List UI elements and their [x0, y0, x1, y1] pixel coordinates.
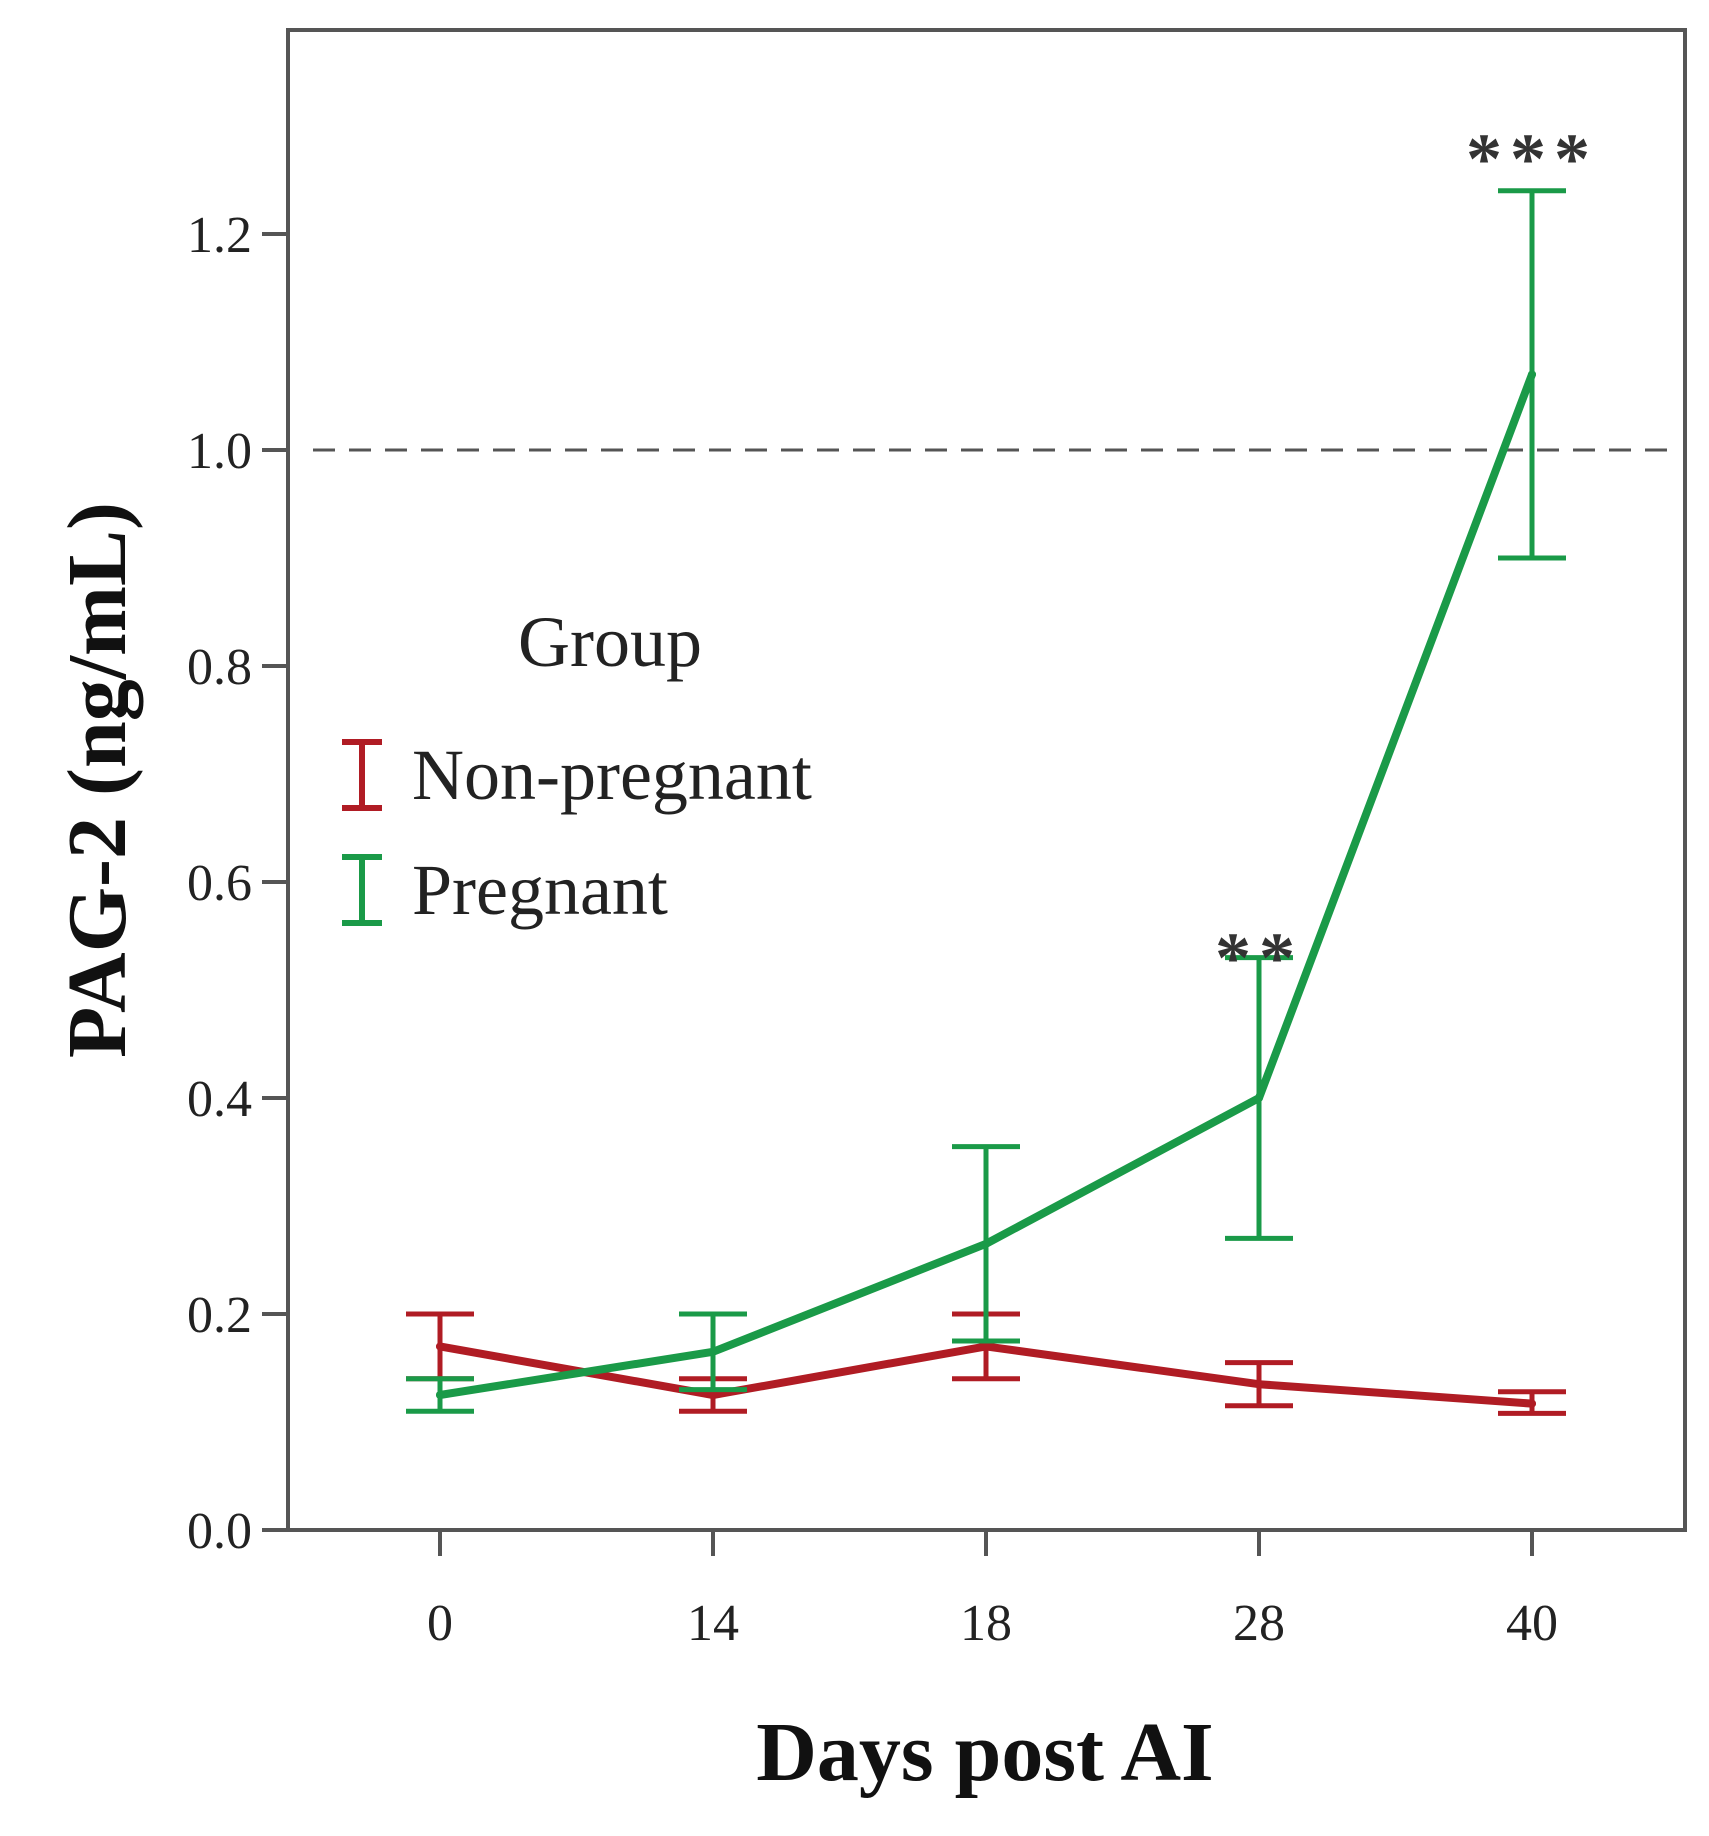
data-point-pregnant: [1528, 370, 1536, 379]
x-tick-label: 14: [687, 1595, 739, 1652]
legend-item-non-pregnant: Non-pregnant: [342, 735, 812, 815]
data-point-non-pregnant: [1528, 1399, 1536, 1408]
data-point-pregnant: [1255, 1094, 1263, 1102]
x-axis: 0 14 18 28 40: [427, 1530, 1558, 1652]
error-bar-symbol-icon: [342, 739, 382, 811]
y-tick-label: 0.8: [187, 639, 252, 696]
significance-annotation: **: [1215, 918, 1303, 998]
series-pregnant: [406, 188, 1566, 1414]
significance-annotation: ***: [1466, 119, 1598, 199]
y-tick-label: 0.6: [187, 855, 252, 912]
data-point-non-pregnant: [982, 1342, 990, 1351]
annotation-layer: *****: [1215, 119, 1598, 998]
x-tick-label: 40: [1506, 1595, 1558, 1652]
data-point-non-pregnant: [436, 1342, 444, 1351]
legend-label: Pregnant: [412, 850, 668, 930]
data-point-pregnant: [436, 1391, 444, 1399]
series-layer: [406, 188, 1566, 1416]
legend: Group Non-pregnant Pregnant: [342, 602, 812, 930]
x-axis-title: Days post AI: [756, 1706, 1213, 1799]
x-tick-label: 18: [960, 1595, 1012, 1652]
data-point-non-pregnant: [1255, 1380, 1263, 1389]
y-tick-label: 1.2: [187, 207, 252, 264]
x-tick-label: 0: [427, 1595, 453, 1652]
y-tick-label: 0.2: [187, 1287, 252, 1344]
data-point-non-pregnant: [709, 1391, 717, 1399]
legend-label: Non-pregnant: [412, 735, 812, 815]
y-axis-title: PAG-2 (ng/mL): [51, 502, 144, 1058]
error-bar-symbol-icon: [342, 854, 382, 926]
legend-item-pregnant: Pregnant: [342, 850, 668, 930]
legend-title: Group: [518, 602, 702, 682]
x-tick-label: 28: [1233, 1595, 1285, 1652]
y-tick-label: 1.0: [187, 423, 252, 480]
data-point-pregnant: [709, 1347, 717, 1356]
y-tick-label: 0.4: [187, 1071, 252, 1128]
y-axis: 0.0 0.2 0.4 0.6 0.8 1.0 1.2: [187, 207, 288, 1560]
y-tick-label: 0.0: [187, 1503, 252, 1560]
data-point-pregnant: [982, 1239, 990, 1248]
